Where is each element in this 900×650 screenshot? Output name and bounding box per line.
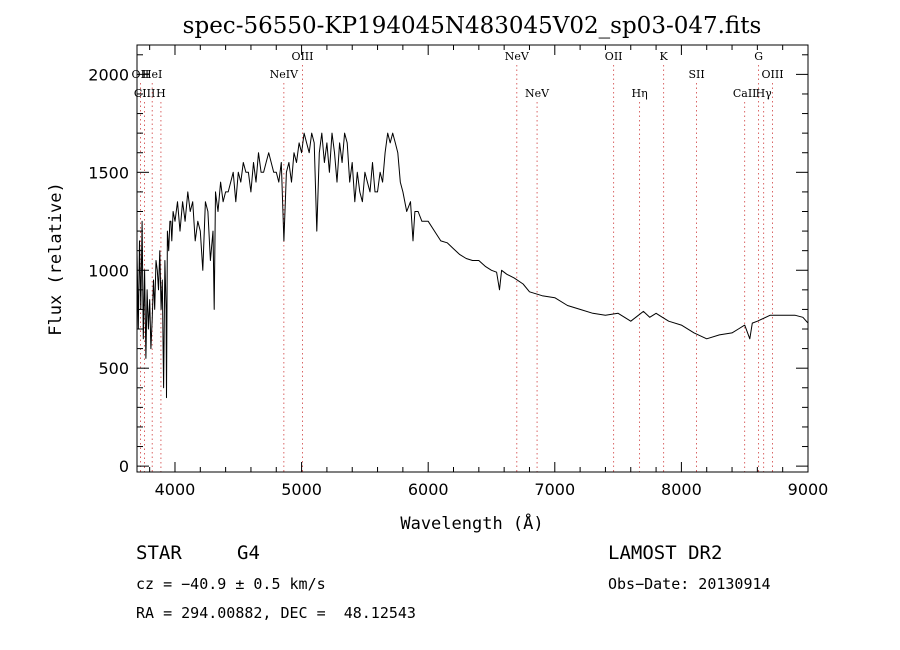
line-marker-label: OIII xyxy=(762,68,784,81)
line-marker-label: OII xyxy=(605,50,623,63)
x-tick-label: 8000 xyxy=(661,480,702,499)
redshift-velocity: cz = −40.9 ± 0.5 km/s xyxy=(136,575,326,593)
survey-name: LAMOST DR2 xyxy=(608,542,723,564)
x-tick-label: 9000 xyxy=(788,480,829,499)
object-class: STAR xyxy=(136,542,182,564)
observation-date: Obs−Date: 20130914 xyxy=(608,575,771,593)
x-axis-label: Wavelength (Å) xyxy=(400,512,543,534)
line-marker-label: Hη xyxy=(632,87,648,100)
line-marker-label: K xyxy=(660,50,669,63)
y-tick-label: 1000 xyxy=(88,261,129,280)
spectrum-series xyxy=(136,132,809,399)
axis-ticks: 4000 5000 6000 7000 8000 9000 0 500 1000 1500 2000 xyxy=(88,45,828,499)
line-marker-label: OIII xyxy=(291,50,313,63)
line-marker-label: Hγ xyxy=(756,87,773,100)
y-tick-label: 2000 xyxy=(88,65,129,84)
spectrum-line xyxy=(136,132,809,399)
line-marker-label: NeV xyxy=(525,87,550,100)
plot-axes xyxy=(136,44,809,473)
y-tick-label: 500 xyxy=(98,359,129,378)
chart-title: spec-56550-KP194045N483045V02_sp03-047.f… xyxy=(183,13,762,39)
line-marker-label: HeI xyxy=(142,68,162,81)
x-tick-label: 7000 xyxy=(534,480,575,499)
x-tick-label: 5000 xyxy=(281,480,322,499)
line-marker-label: G xyxy=(754,50,763,63)
y-axis-label: Flux (relative) xyxy=(46,182,66,336)
y-tick-label: 1500 xyxy=(88,163,129,182)
line-marker-label: CIII xyxy=(134,87,155,100)
ra-dec-coordinates: RA = 294.00882, DEC = 48.12543 xyxy=(136,604,416,622)
x-tick-label: 4000 xyxy=(155,480,196,499)
plot-frame xyxy=(136,44,809,473)
object-subclass: G4 xyxy=(237,542,260,564)
chart-background xyxy=(0,0,900,540)
y-tick-label: 0 xyxy=(119,457,129,476)
x-tick-label: 6000 xyxy=(408,480,449,499)
line-marker-label: CaII xyxy=(733,87,757,100)
line-marker-label: NeV xyxy=(505,50,530,63)
line-marker-label: H xyxy=(156,87,166,100)
line-marker-label: SII xyxy=(688,68,704,81)
line-marker-label: NeIV xyxy=(270,68,299,81)
